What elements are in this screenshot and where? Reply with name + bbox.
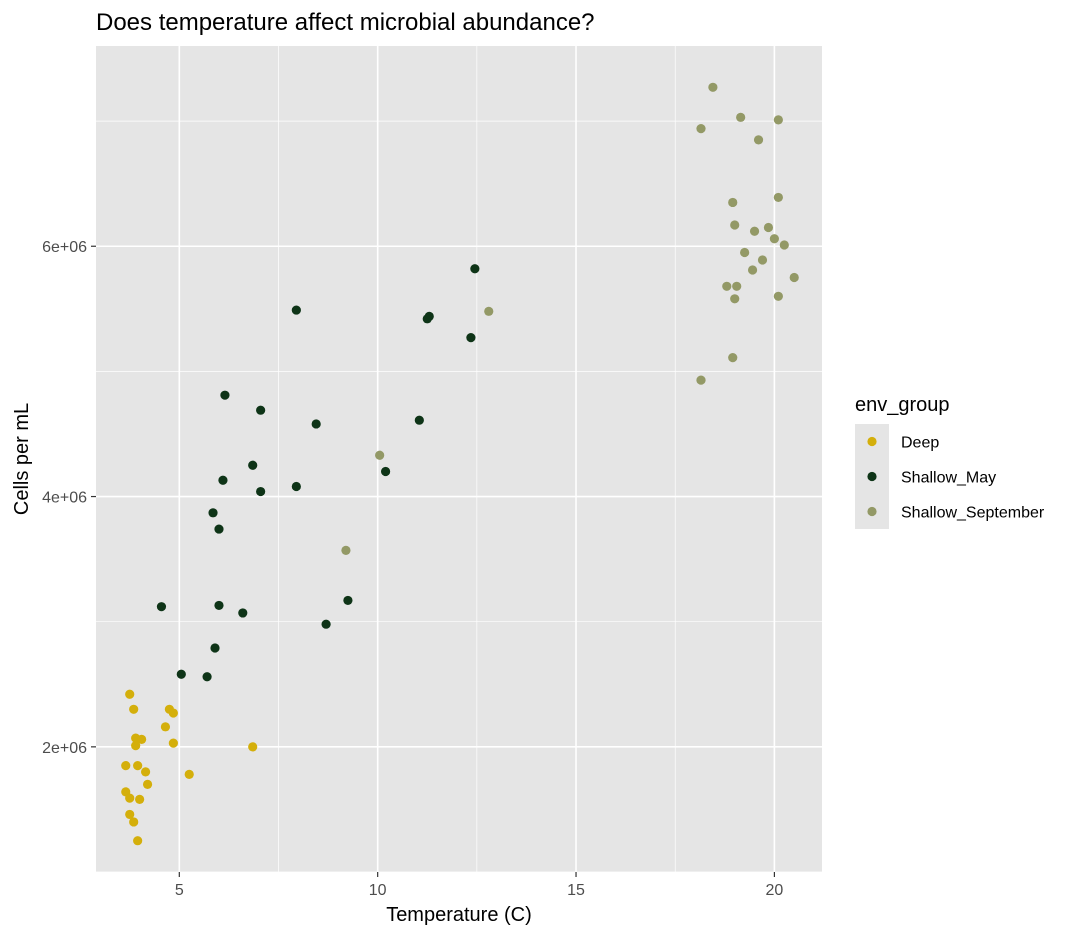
data-point-shallow-may (470, 264, 480, 274)
data-point-deep (133, 761, 143, 771)
chart-title: Does temperature affect microbial abunda… (96, 9, 595, 36)
data-point-shallow-september (728, 353, 738, 363)
legend-key-dot (867, 471, 877, 482)
data-point-shallow-september (730, 294, 740, 304)
data-point-shallow-may (256, 486, 266, 497)
y-tick-label: 6e+06 (42, 239, 87, 256)
data-point-shallow-may (381, 466, 391, 477)
data-point-deep (168, 738, 178, 748)
data-point-deep (129, 817, 139, 827)
y-axis-label: Cells per mL (11, 403, 33, 515)
data-point-shallow-september (484, 306, 494, 316)
legend-label: Shallow_September (901, 505, 1045, 522)
x-axis-ticks: 5 10 15 20 (175, 872, 783, 899)
data-point-shallow-may (176, 669, 186, 679)
data-point-shallow-september (708, 82, 718, 92)
data-point-shallow-may (414, 415, 424, 425)
x-tick-label: 15 (567, 882, 585, 899)
data-point-shallow-september (696, 375, 706, 385)
data-point-shallow-september (773, 291, 783, 301)
data-point-shallow-september (779, 240, 789, 250)
data-point-shallow-may (218, 475, 228, 485)
x-tick-label: 5 (175, 882, 184, 899)
data-point-shallow-september (747, 265, 758, 275)
data-points (121, 82, 799, 846)
x-tick-label: 20 (765, 882, 783, 899)
data-point-deep (131, 740, 141, 751)
data-point-shallow-september (730, 220, 740, 230)
data-point-deep (160, 722, 171, 732)
data-point-deep (184, 769, 194, 779)
data-point-shallow-may (214, 524, 224, 534)
legend-label: Shallow_May (901, 470, 996, 487)
data-point-shallow-may (156, 602, 167, 612)
data-point-deep (133, 836, 143, 846)
x-tick-label: 10 (369, 882, 387, 899)
data-point-deep (121, 761, 131, 771)
data-point-shallow-may (210, 643, 220, 653)
data-point-shallow-september (732, 281, 742, 291)
data-point-deep (168, 708, 178, 718)
data-point-shallow-september (740, 247, 750, 258)
legend-key-dot (867, 436, 877, 447)
y-tick-label: 4e+06 (42, 490, 87, 507)
data-point-shallow-may (291, 305, 301, 315)
data-point-deep (125, 809, 135, 820)
data-point-shallow-september (375, 450, 385, 460)
data-point-shallow-may (208, 508, 218, 518)
data-point-shallow-september (753, 135, 764, 145)
data-point-shallow-september (749, 226, 760, 236)
data-point-shallow-september (722, 281, 732, 291)
legend-key-dot (867, 506, 877, 517)
y-axis-ticks: 2e+06 4e+06 6e+06 (42, 239, 96, 757)
data-point-shallow-may (466, 333, 476, 343)
data-point-shallow-september (696, 124, 706, 134)
data-point-shallow-may (343, 595, 353, 606)
data-point-deep (142, 779, 153, 789)
data-point-shallow-september (773, 192, 783, 203)
data-point-shallow-may (214, 600, 224, 611)
data-point-shallow-september (763, 222, 774, 233)
data-point-shallow-may (238, 608, 248, 618)
data-point-shallow-may (311, 419, 321, 429)
data-point-deep (248, 742, 258, 752)
data-point-shallow-september (789, 272, 799, 283)
data-point-deep (129, 704, 139, 714)
data-point-shallow-may (291, 481, 301, 492)
legend-label: Deep (901, 435, 939, 452)
data-point-deep (125, 793, 135, 803)
data-point-shallow-september (769, 234, 779, 244)
minor-gridlines (96, 46, 822, 873)
data-point-shallow-september (341, 545, 351, 555)
data-point-shallow-may (248, 460, 258, 470)
data-point-shallow-may (321, 619, 331, 629)
y-tick-label: 2e+06 (42, 740, 87, 757)
data-point-deep (140, 767, 151, 777)
data-point-shallow-september (736, 112, 746, 122)
x-axis-label: Temperature (C) (386, 904, 532, 926)
data-point-shallow-may (220, 390, 230, 400)
plot-panel (96, 46, 822, 872)
data-point-deep (137, 734, 147, 744)
data-point-deep (135, 794, 145, 805)
data-point-shallow-may (202, 672, 212, 682)
legend: env_group Deep Shallow_May Shallow_Septemb… (855, 394, 1045, 529)
data-point-shallow-may (256, 405, 266, 415)
data-point-shallow-may (422, 314, 432, 324)
data-point-deep (125, 689, 135, 699)
data-point-shallow-september (728, 197, 738, 208)
legend-title: env_group (855, 394, 950, 416)
data-point-shallow-september (757, 255, 768, 265)
data-point-shallow-september (773, 115, 783, 125)
